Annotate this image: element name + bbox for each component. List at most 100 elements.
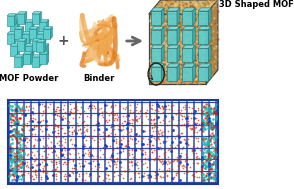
Point: [72, 167, 77, 170]
Polygon shape: [39, 54, 47, 64]
Text: Binder: Binder: [83, 74, 115, 83]
Point: [49, 140, 54, 143]
Point: [54, 163, 58, 166]
Point: [195, 122, 200, 125]
Polygon shape: [32, 39, 41, 41]
Point: [178, 156, 183, 159]
Point: [47, 133, 51, 136]
Point: [191, 121, 196, 124]
Point: [170, 118, 175, 121]
Point: [175, 160, 179, 163]
Point: [88, 109, 93, 112]
Point: [22, 173, 26, 176]
Point: [60, 152, 65, 155]
Point: [63, 140, 67, 143]
Point: [152, 118, 157, 121]
Point: [199, 167, 203, 170]
Polygon shape: [32, 55, 41, 57]
Point: [151, 118, 156, 121]
Point: [103, 127, 108, 130]
Point: [31, 170, 35, 173]
Point: [53, 169, 57, 172]
Point: [86, 162, 90, 165]
Point: [163, 140, 168, 143]
Point: [23, 170, 28, 173]
Point: [77, 128, 82, 131]
Point: [102, 132, 107, 135]
Point: [197, 123, 201, 126]
Point: [31, 144, 36, 147]
Polygon shape: [10, 22, 17, 32]
Point: [195, 130, 199, 133]
Point: [91, 104, 96, 107]
Point: [76, 173, 81, 176]
Point: [180, 115, 184, 118]
Point: [29, 156, 34, 159]
Point: [36, 163, 40, 166]
Point: [29, 119, 34, 122]
Point: [178, 112, 182, 115]
Polygon shape: [193, 26, 196, 44]
Point: [134, 105, 139, 108]
Point: [71, 147, 76, 150]
Point: [41, 144, 45, 147]
Point: [199, 113, 203, 116]
Point: [175, 123, 180, 126]
Point: [68, 174, 72, 177]
Polygon shape: [7, 34, 14, 44]
Point: [87, 103, 92, 106]
Point: [134, 119, 139, 122]
Point: [122, 157, 127, 160]
Polygon shape: [167, 45, 180, 48]
Polygon shape: [39, 12, 41, 24]
Point: [33, 171, 38, 174]
Point: [41, 145, 46, 148]
Point: [54, 154, 58, 157]
Point: [101, 115, 106, 118]
Point: [24, 106, 29, 109]
Point: [134, 158, 138, 161]
Point: [158, 141, 163, 144]
Point: [162, 122, 167, 125]
Point: [111, 113, 116, 116]
Point: [186, 125, 191, 128]
Point: [197, 128, 202, 131]
Point: [130, 147, 134, 150]
Point: [56, 125, 60, 128]
Point: [71, 111, 75, 114]
Point: [149, 151, 154, 154]
Point: [86, 107, 91, 110]
Point: [128, 160, 133, 163]
Point: [69, 143, 74, 146]
Point: [48, 103, 52, 106]
Point: [152, 124, 157, 127]
Point: [154, 126, 159, 129]
Point: [104, 176, 108, 179]
Point: [161, 160, 166, 163]
Point: [55, 124, 60, 127]
Point: [43, 104, 48, 107]
Polygon shape: [182, 11, 193, 25]
Point: [157, 106, 161, 109]
Point: [102, 119, 107, 122]
Point: [153, 122, 157, 125]
Polygon shape: [208, 64, 211, 81]
Point: [196, 118, 201, 121]
Point: [34, 139, 39, 142]
Point: [30, 134, 34, 137]
Point: [127, 122, 132, 125]
Point: [25, 137, 29, 140]
Point: [42, 108, 47, 111]
Point: [34, 156, 38, 160]
Polygon shape: [161, 64, 164, 81]
Point: [80, 162, 84, 165]
Point: [175, 156, 179, 159]
Bar: [149, 14, 206, 84]
Point: [70, 132, 75, 136]
Point: [171, 103, 176, 106]
Polygon shape: [198, 45, 211, 48]
Point: [38, 163, 43, 166]
Point: [128, 177, 132, 180]
Point: [125, 138, 130, 141]
Point: [83, 160, 87, 163]
